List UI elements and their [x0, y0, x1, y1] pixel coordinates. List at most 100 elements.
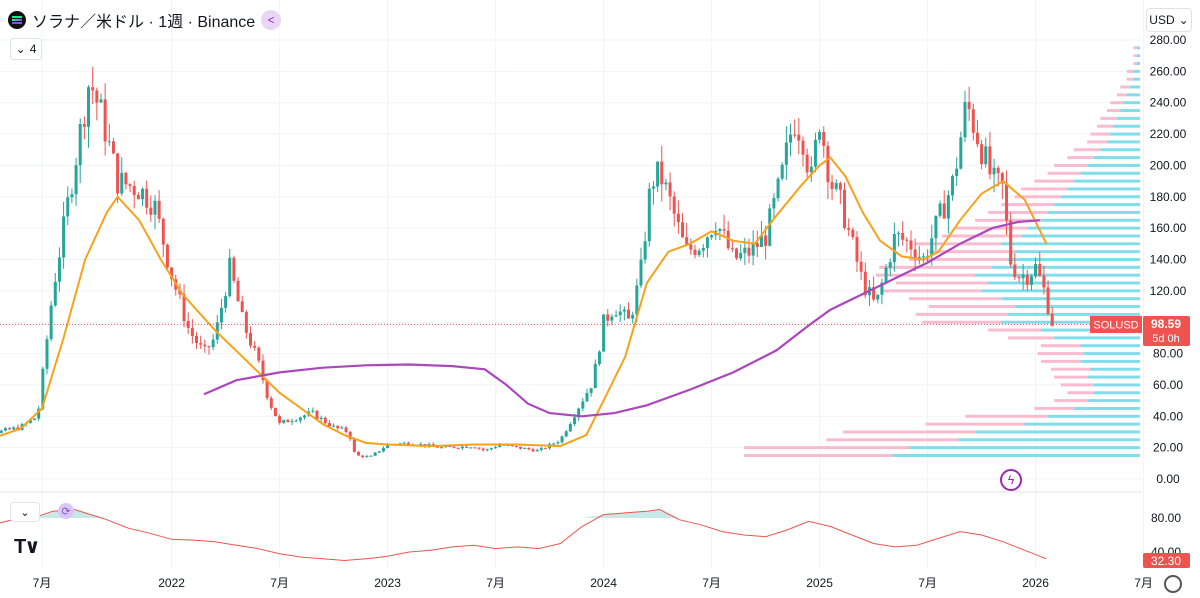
candle-down: [265, 380, 269, 399]
vp-bar-up: [1054, 203, 1140, 207]
symbol-tag-bg: [1090, 316, 1142, 333]
candle-up: [705, 237, 709, 248]
candle-up: [784, 142, 788, 165]
candle-up: [224, 296, 228, 308]
price-tick-label: 0.00: [1156, 472, 1180, 486]
vp-bar-down: [1100, 116, 1117, 120]
candle-up: [643, 241, 647, 260]
vp-bar-up: [1133, 77, 1140, 81]
candle-down: [822, 131, 826, 146]
candle-down: [269, 398, 273, 408]
candle-up: [37, 408, 41, 419]
vp-bar-up: [1001, 297, 1140, 301]
candle-down: [481, 448, 485, 451]
volume-profile: [744, 46, 1140, 457]
candle-down: [1038, 264, 1042, 276]
candle-down: [161, 218, 165, 245]
vp-bar-up: [1021, 234, 1140, 238]
candle-down: [448, 446, 452, 448]
candle-down: [693, 249, 697, 255]
indicator-collapse-button[interactable]: ⌄ 4: [10, 38, 42, 60]
rsi-level-label: 80.00: [1151, 511, 1181, 525]
vp-bar-up: [975, 273, 1140, 277]
vp-bar-up: [1074, 179, 1140, 183]
price-axis: 0.0020.0040.0060.0080.00100.00120.00140.…: [1150, 33, 1187, 486]
refresh-icon[interactable]: ⟳: [58, 503, 74, 519]
symbol-tag: SOLUSD: [1093, 320, 1138, 332]
time-tick-label: 7月: [1134, 576, 1153, 590]
candle-down: [336, 425, 340, 429]
candle-down: [863, 271, 867, 296]
candle-up: [568, 424, 572, 432]
countdown-tag: 5d 0h: [1152, 333, 1180, 345]
candle-down: [859, 261, 863, 272]
candle-up: [107, 141, 111, 143]
flash-icon[interactable]: ϟ: [1000, 469, 1022, 491]
candle-down: [627, 309, 631, 319]
chart-header: ソラナ／米ドル · 1週 · Binance <: [8, 8, 282, 32]
time-tick-label: 7月: [918, 576, 937, 590]
candle-down: [352, 438, 356, 452]
currency-button[interactable]: USD ⌄: [1146, 8, 1192, 32]
candle-up: [282, 420, 286, 423]
candle-up: [49, 305, 53, 340]
vp-bar-down: [1090, 132, 1111, 136]
candle-up: [498, 444, 502, 448]
vp-bar-up: [1136, 62, 1140, 66]
candle-up: [602, 314, 606, 352]
candle-down: [465, 446, 469, 448]
candle-up: [917, 256, 921, 259]
candle-down: [236, 280, 240, 302]
candle-up: [930, 238, 934, 256]
candle-down: [203, 344, 207, 347]
vp-bar-up: [1001, 242, 1140, 246]
share-icon[interactable]: <: [261, 10, 282, 30]
candle-up: [489, 448, 493, 450]
vp-bar-up: [1087, 163, 1140, 167]
candle-down: [826, 145, 830, 183]
candle-up: [552, 443, 556, 445]
candle-up: [888, 262, 892, 268]
candle-up: [440, 447, 444, 449]
vp-bar-down: [909, 297, 1002, 301]
candle-up: [444, 446, 448, 448]
vp-bar-down: [895, 281, 989, 285]
candle-down: [323, 417, 327, 424]
candle-up: [99, 99, 103, 103]
time-tick-label: 2022: [158, 576, 185, 590]
price-tick-label: 160.00: [1150, 221, 1187, 235]
vp-bar-down: [928, 250, 1015, 254]
rsi-tag: 32.30: [1151, 554, 1181, 568]
settings-icon[interactable]: [1164, 575, 1182, 593]
vp-bar-up: [1014, 250, 1140, 254]
candle-up: [506, 445, 510, 447]
vp-bar-down: [879, 265, 992, 269]
candle-up: [751, 243, 755, 256]
candle-up: [298, 417, 302, 421]
candle-down: [103, 99, 107, 142]
vp-bar-down: [988, 328, 1041, 332]
candle-up: [813, 139, 817, 167]
candle-down: [327, 423, 331, 427]
candle-up: [1029, 276, 1033, 285]
rsi-collapse-button[interactable]: ⌄: [10, 502, 40, 522]
rsi-line: [0, 508, 1047, 562]
candle-down: [531, 449, 535, 452]
vp-bar-down: [1087, 140, 1107, 144]
rsi-tag-bg: [1143, 553, 1190, 568]
vp-bar-down: [1034, 406, 1074, 410]
price-tick-label: 80.00: [1153, 347, 1183, 361]
vp-bar-down: [965, 414, 1048, 418]
candle-down: [477, 447, 481, 449]
vp-bar-up: [1067, 187, 1140, 191]
candle-down: [452, 446, 456, 448]
time-axis: 7月 2022 7月 2023 7月 2024 7月 2025 7月 2026 7月: [33, 576, 1153, 590]
candle-up: [377, 451, 381, 453]
candle-down: [543, 448, 547, 450]
candle-down: [240, 301, 244, 313]
vp-bar-down: [1116, 93, 1127, 97]
vp-bar-down: [1120, 85, 1131, 89]
ma-short-line: [0, 156, 1048, 448]
vp-bar-up: [1093, 391, 1140, 395]
